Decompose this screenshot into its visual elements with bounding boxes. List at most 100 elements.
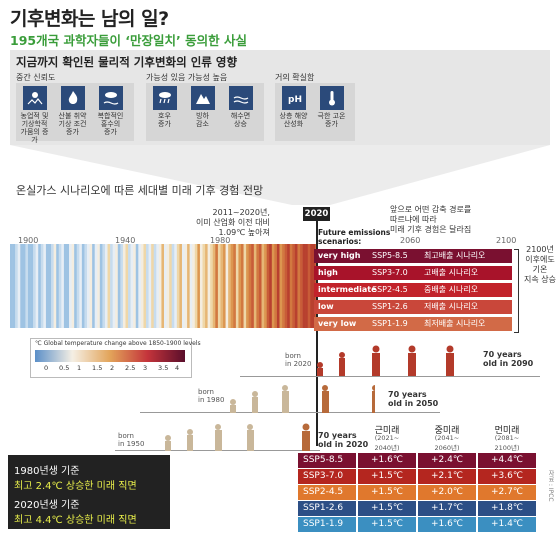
stripe	[10, 244, 13, 328]
group-items-likely: 호우 증가 빙하 감소 해수면 상승	[148, 86, 257, 128]
stripe	[261, 244, 265, 328]
stripe	[51, 244, 54, 328]
legend-tick: 1	[77, 364, 82, 372]
born-1980-label: born in 1980	[198, 388, 225, 404]
scenario-desc: 최고배출 시나리오	[424, 251, 486, 260]
stripe	[284, 244, 288, 328]
stripe	[271, 244, 275, 328]
stripe	[251, 244, 255, 328]
stripe	[25, 244, 29, 328]
stripe	[241, 244, 244, 328]
impact-label: 빙하 감소	[196, 112, 209, 128]
future-scenarios-label: Future emissions scenarios:	[318, 228, 391, 246]
generation-callout	[8, 455, 170, 529]
source-credit: 자료 : IPCC	[547, 470, 554, 502]
stripe	[135, 244, 139, 328]
legend-title: ℃ Global temperature change above 1850-1…	[35, 340, 201, 347]
year-label: 1940	[115, 236, 136, 245]
table-value-cell: +1.6℃	[418, 517, 476, 532]
stripe	[194, 244, 198, 328]
stripe	[197, 244, 201, 328]
stripe	[148, 244, 152, 328]
sea-level-icon	[228, 86, 253, 110]
stripe	[166, 244, 170, 328]
stripe	[246, 244, 249, 328]
stripe	[81, 244, 85, 328]
impact-label: 농업적 및 기상학적 가뭄의 증가	[20, 112, 49, 144]
impact-item: 해수면 상승	[224, 86, 257, 128]
stripe	[71, 244, 75, 328]
table-scenario-cell: SSP3-7.0	[298, 469, 356, 484]
stripe	[248, 244, 252, 328]
table-scenario-cell: SSP1-1.9	[298, 517, 356, 532]
stripe	[143, 244, 147, 328]
stripe	[153, 244, 157, 328]
year-label: 1900	[18, 236, 39, 245]
stripe	[117, 244, 121, 328]
stripe	[74, 244, 78, 328]
table-value-cell: +1.4℃	[478, 517, 536, 532]
stripe	[158, 244, 162, 328]
glacier-icon	[190, 86, 215, 110]
stripe	[256, 244, 260, 328]
stripe	[266, 244, 270, 328]
stripe	[215, 244, 219, 328]
stripe	[174, 244, 178, 328]
scenario-row-low: low SSP1-2.6 저배출 시나리오	[314, 300, 512, 314]
scenario-desc: 저배출 시나리오	[424, 302, 479, 311]
stripe	[115, 244, 119, 328]
impact-label: 극한 고온 증가	[317, 112, 346, 128]
stripe	[187, 244, 190, 328]
impact-label: 상층 해양 산성화	[279, 112, 308, 128]
callout-2020-title: 2020년생 기준	[14, 500, 80, 511]
table-value-cell: +1.5℃	[358, 517, 416, 532]
table-value-cell: +2.7℃	[478, 485, 536, 500]
table-value-cell: +2.4℃	[418, 453, 476, 468]
impact-label: 복합적인 홍수의 증가	[97, 112, 124, 136]
scenario-desc: 중배출 시나리오	[424, 285, 479, 294]
table-value-cell: +1.5℃	[358, 469, 416, 484]
stripe	[205, 244, 208, 328]
stripe	[294, 244, 298, 328]
stripe	[112, 244, 116, 328]
scenario-code: SSP1-2.6	[372, 302, 408, 311]
table-scenario-cell: SSP5-8.5	[298, 453, 356, 468]
stripe	[61, 244, 65, 328]
stripe	[292, 244, 296, 328]
stripe	[43, 244, 47, 328]
stripe	[48, 244, 52, 328]
stripe	[35, 244, 39, 328]
right-note: 2100년 이후에도 기온 지속 상승	[524, 245, 556, 284]
stripe	[253, 244, 257, 328]
impact-item: 빙하 감소	[186, 86, 219, 128]
table-scenario-cell: SSP2-4.5	[298, 485, 356, 500]
stripe	[274, 244, 278, 328]
stripe	[87, 244, 90, 328]
stripe	[84, 244, 88, 328]
stripe	[110, 244, 113, 328]
group-items-certain: pH 상층 해양 산성화 극한 고온 증가	[277, 86, 348, 128]
year-2020-line	[316, 221, 318, 446]
scenario-desc: 최저배출 시나리오	[424, 319, 486, 328]
stripe	[156, 244, 160, 328]
scenario-row-very-high: very high SSP5-8.5 최고배출 시나리오	[314, 249, 512, 263]
impact-item: 극한 고온 증가	[315, 86, 348, 128]
stripe	[225, 244, 229, 328]
impact-item: 호우 증가	[148, 86, 181, 128]
scenario-code: SSP2-4.5	[372, 285, 408, 294]
stripe	[99, 244, 103, 328]
stripe	[181, 244, 185, 328]
fire-icon	[60, 86, 85, 110]
year-label: 1980	[210, 236, 231, 245]
stripe	[76, 244, 80, 328]
page-subtitle: 195개국 과학자들이 ‘만장일치’ 동의한 사실	[10, 33, 247, 48]
svg-text:pH: pH	[288, 95, 302, 105]
stripe	[45, 244, 49, 328]
scenario-row-very-low: very low SSP1-1.9 최저배출 시나리오	[314, 317, 512, 331]
stripe	[199, 244, 203, 328]
stripe	[79, 244, 83, 328]
stripe	[58, 244, 62, 328]
stripe	[30, 244, 34, 328]
scenario-heading: 온실가스 시나리오에 따른 세대별 미래 기후 경험 전망	[16, 184, 264, 197]
stripe	[122, 244, 126, 328]
